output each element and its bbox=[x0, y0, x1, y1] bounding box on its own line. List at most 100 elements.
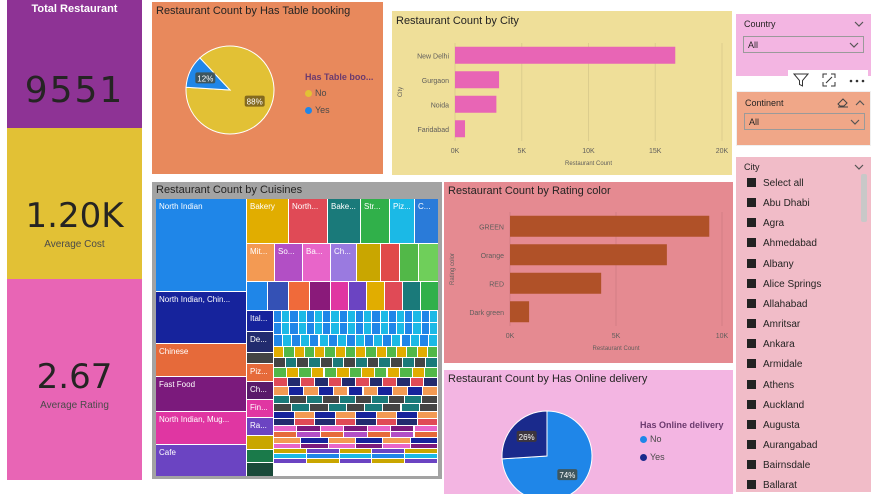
tm-small-tile[interactable] bbox=[366, 347, 376, 357]
tm-small-tile[interactable] bbox=[306, 454, 339, 458]
tm-small-tile[interactable] bbox=[364, 323, 372, 334]
tm-small-tile[interactable] bbox=[397, 412, 417, 418]
tm-small-tile[interactable] bbox=[274, 396, 290, 403]
table-booking-pie[interactable]: 88% 12% bbox=[152, 2, 383, 174]
tm-small-tile[interactable] bbox=[372, 449, 405, 453]
tm-small-tile[interactable] bbox=[274, 419, 294, 425]
tm-tile-row3g[interactable] bbox=[367, 282, 384, 310]
tm-small-tile[interactable] bbox=[335, 412, 355, 418]
city-chart-card[interactable]: Restaurant Count by City 0K 5K 10K 15K 20K Ne… bbox=[392, 11, 732, 175]
tm-small-tile[interactable] bbox=[274, 438, 301, 443]
tm-small-tile[interactable] bbox=[383, 404, 401, 411]
tm-small-tile[interactable] bbox=[339, 311, 347, 322]
tm-small-tile[interactable] bbox=[348, 387, 363, 395]
rating-bar-dark-green[interactable] bbox=[510, 301, 530, 323]
checkbox-icon[interactable] bbox=[747, 460, 756, 470]
tm-small-tile[interactable] bbox=[344, 426, 367, 431]
tm-small-tile[interactable] bbox=[274, 444, 301, 448]
city-bar-faridabad[interactable] bbox=[455, 120, 466, 138]
tm-small-tile[interactable] bbox=[274, 347, 284, 357]
tm-small-tile[interactable] bbox=[274, 426, 297, 431]
tm-small-tile[interactable] bbox=[292, 335, 301, 346]
tm-small-tile[interactable] bbox=[337, 368, 349, 377]
tm-small-tile[interactable] bbox=[315, 378, 328, 386]
tm-small-tile[interactable] bbox=[405, 449, 437, 453]
tm-small-tile[interactable] bbox=[309, 358, 320, 367]
city-item[interactable]: Armidale bbox=[747, 359, 802, 370]
table-booking-card[interactable]: Restaurant Count by Has Table booking 88… bbox=[152, 2, 383, 174]
tm-small-tile[interactable] bbox=[356, 438, 383, 443]
tm-small-tile[interactable] bbox=[387, 368, 400, 377]
tm-small-tile[interactable] bbox=[315, 323, 323, 334]
tm-tile-row3i[interactable] bbox=[403, 282, 420, 310]
tm-small-tile[interactable] bbox=[362, 368, 374, 377]
tm-small-tile[interactable] bbox=[372, 459, 405, 463]
tm-tile-lime[interactable] bbox=[419, 244, 438, 281]
tm-small-tile[interactable] bbox=[356, 358, 367, 367]
tm-small-tile[interactable] bbox=[421, 311, 429, 322]
tm-small-tile[interactable] bbox=[331, 323, 339, 334]
tm-c[interactable]: C... bbox=[415, 199, 438, 243]
tm-tile-row3c[interactable] bbox=[289, 282, 309, 310]
tm-small-tile[interactable] bbox=[346, 335, 355, 346]
tm-small-tile[interactable] bbox=[282, 311, 290, 322]
tm-small-tile[interactable] bbox=[414, 432, 437, 437]
tm-ital[interactable]: Ital... bbox=[247, 311, 273, 331]
country-dropdown[interactable]: All bbox=[743, 36, 864, 53]
tm-small-tile[interactable] bbox=[310, 335, 319, 346]
tm-small-tile[interactable] bbox=[391, 426, 414, 431]
tm-tile-row3j[interactable] bbox=[421, 282, 438, 310]
city-item[interactable]: Ahmedabad bbox=[747, 238, 817, 249]
country-slicer[interactable]: Country All bbox=[736, 14, 871, 76]
tm-tile-col2b[interactable] bbox=[247, 436, 273, 449]
tm-small-tile[interactable] bbox=[335, 347, 345, 357]
tm-small-tile[interactable] bbox=[324, 368, 337, 377]
city-item[interactable]: Albany bbox=[747, 258, 794, 270]
tm-small-tile[interactable] bbox=[392, 335, 401, 346]
tm-small-tile[interactable] bbox=[413, 311, 421, 322]
tm-tile-col2c[interactable] bbox=[247, 450, 273, 462]
chevron-up-icon[interactable] bbox=[854, 20, 864, 28]
city-slicer[interactable]: City bbox=[736, 157, 871, 492]
city-item[interactable]: Allahabad bbox=[747, 298, 807, 310]
tm-small-tile[interactable] bbox=[328, 335, 337, 346]
tm-small-tile[interactable] bbox=[369, 378, 383, 386]
tm-small-tile[interactable] bbox=[328, 438, 355, 443]
tm-small-tile[interactable] bbox=[372, 323, 380, 334]
tm-small-tile[interactable] bbox=[388, 311, 396, 322]
tm-small-tile[interactable] bbox=[367, 432, 391, 437]
rating-chart-card[interactable]: Restaurant Count by Rating color 0K 5K 10K… bbox=[444, 182, 733, 363]
tm-small-tile[interactable] bbox=[402, 358, 414, 367]
tm-small-tile[interactable] bbox=[274, 387, 288, 395]
more-options-icon[interactable] bbox=[849, 78, 865, 84]
tm-small-tile[interactable] bbox=[288, 387, 303, 395]
tm-small-tile[interactable] bbox=[320, 358, 332, 367]
tm-bake2[interactable]: Bake... bbox=[328, 199, 360, 243]
tm-small-tile[interactable] bbox=[323, 311, 331, 322]
tm-small-tile[interactable] bbox=[306, 323, 314, 334]
tm-small-tile[interactable] bbox=[306, 311, 314, 322]
tm-small-tile[interactable] bbox=[364, 311, 372, 322]
eraser-icon[interactable] bbox=[837, 97, 849, 108]
tm-small-tile[interactable] bbox=[421, 323, 429, 334]
tm-small-tile[interactable] bbox=[297, 358, 309, 367]
tm-small-tile[interactable] bbox=[405, 323, 413, 334]
tm-small-tile[interactable] bbox=[413, 323, 421, 334]
tm-small-tile[interactable] bbox=[365, 335, 374, 346]
tm-small-tile[interactable] bbox=[356, 419, 376, 425]
tm-small-tile[interactable] bbox=[274, 323, 282, 334]
tm-small-tile[interactable] bbox=[347, 311, 355, 322]
tm-small-tile[interactable] bbox=[427, 347, 438, 357]
checkbox-icon[interactable] bbox=[747, 278, 756, 288]
tm-small-tile[interactable] bbox=[323, 323, 331, 334]
tm-small-tile[interactable] bbox=[426, 358, 437, 367]
tm-small-tile[interactable] bbox=[284, 347, 294, 357]
tm-ba[interactable]: Ba... bbox=[303, 244, 330, 281]
tm-small-tile[interactable] bbox=[363, 387, 378, 395]
tm-small-tile[interactable] bbox=[306, 459, 339, 463]
city-scrollbar[interactable] bbox=[861, 174, 867, 222]
tm-tile-col2a[interactable] bbox=[247, 353, 273, 363]
tm-small-tile[interactable] bbox=[274, 449, 306, 453]
tm-small-tile[interactable] bbox=[290, 311, 298, 322]
chevron-down-icon[interactable] bbox=[854, 163, 864, 171]
